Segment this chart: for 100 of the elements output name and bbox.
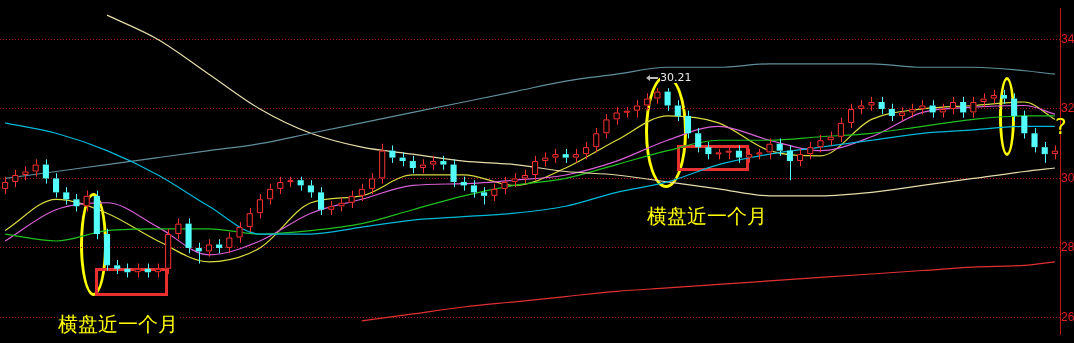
candlestick xyxy=(725,144,732,160)
candlestick xyxy=(1041,141,1048,164)
candlestick xyxy=(929,99,936,119)
candlestick xyxy=(256,193,263,219)
candlestick xyxy=(521,169,528,185)
candlestick xyxy=(674,99,681,122)
candlestick xyxy=(470,179,477,199)
annotation: 横盘近一个月 xyxy=(58,312,178,336)
candlestick xyxy=(960,96,967,119)
candlestick xyxy=(593,127,600,153)
candlestick xyxy=(848,103,855,129)
candlestick xyxy=(53,172,60,199)
candlestick xyxy=(868,96,875,112)
y-tick-label: 32 xyxy=(1061,101,1074,116)
candlestick xyxy=(348,190,355,209)
candlestick xyxy=(205,238,212,258)
candlestick xyxy=(542,151,549,167)
candlestick xyxy=(919,99,926,115)
candlestick xyxy=(776,137,783,157)
candlestick xyxy=(236,221,243,244)
y-tick-label: 26 xyxy=(1061,309,1074,324)
candlestick xyxy=(93,190,100,240)
candlestick xyxy=(817,134,824,153)
candlestick xyxy=(613,106,620,126)
annotation: 横盘近一个月 xyxy=(647,204,767,228)
candlestick xyxy=(114,259,121,275)
candlestick xyxy=(837,117,844,143)
candlestick xyxy=(32,158,39,178)
candlestick xyxy=(419,158,427,174)
candlestick xyxy=(552,148,559,164)
candlestick xyxy=(307,179,314,199)
candlestick xyxy=(797,148,804,167)
candlestick xyxy=(644,92,651,112)
candlestick xyxy=(12,169,19,188)
candlestick xyxy=(338,197,345,212)
candlestick xyxy=(226,231,233,254)
candlestick xyxy=(623,106,630,119)
candlestick xyxy=(858,99,865,115)
candlestick xyxy=(807,141,814,160)
candlestick xyxy=(389,144,396,164)
candlestick xyxy=(888,103,895,122)
candlestick xyxy=(491,183,498,202)
candlestick xyxy=(297,176,304,192)
candlestick xyxy=(501,176,508,195)
candlestick xyxy=(909,103,916,119)
candlestick xyxy=(175,217,182,240)
line-series xyxy=(106,14,1056,197)
candlestick xyxy=(216,238,223,254)
candlestick xyxy=(1051,144,1058,160)
candlestick xyxy=(735,144,742,164)
candlestick xyxy=(318,186,325,216)
candlestick xyxy=(63,186,70,206)
candlestick xyxy=(705,141,712,160)
candlestick xyxy=(664,87,671,112)
candlestick xyxy=(42,158,49,185)
candlestick xyxy=(746,148,753,164)
candlestick xyxy=(1031,127,1038,153)
candlestick xyxy=(246,207,253,233)
candlestick xyxy=(949,96,957,115)
candlestick xyxy=(450,158,457,188)
candlestick xyxy=(277,176,284,195)
annotation: 30.21 xyxy=(660,71,692,84)
line-series xyxy=(361,261,1056,322)
candlestick xyxy=(980,92,987,108)
candlestick xyxy=(83,190,90,212)
candlestick xyxy=(562,148,569,164)
candlestick xyxy=(368,172,376,195)
candlestick xyxy=(481,186,488,206)
line-series xyxy=(4,63,1056,180)
candlestick xyxy=(430,155,437,171)
candlestick xyxy=(898,106,906,122)
candlestick xyxy=(103,228,111,272)
candlestick xyxy=(990,89,997,105)
candlestick xyxy=(358,183,365,202)
candlestick xyxy=(511,172,518,188)
y-tick-label: 30 xyxy=(1061,170,1074,185)
candlestick xyxy=(878,96,885,115)
candlestick xyxy=(572,148,579,164)
candlestick xyxy=(970,96,977,119)
candlestick xyxy=(165,228,172,275)
candlestick xyxy=(583,141,590,160)
candlestick xyxy=(2,176,9,195)
candlestick xyxy=(532,155,539,181)
y-tick-label: 28 xyxy=(1061,240,1074,255)
candlestick xyxy=(185,217,192,254)
candlestick xyxy=(267,183,274,206)
candlestick xyxy=(633,99,641,119)
candlestick xyxy=(379,143,386,185)
candlestick xyxy=(603,113,610,139)
candlestick xyxy=(409,155,416,174)
candlestick xyxy=(328,200,335,216)
candlestick xyxy=(134,263,141,278)
candlestick xyxy=(154,263,162,278)
candlestick xyxy=(73,193,80,212)
candlestick xyxy=(827,131,834,146)
y-tick-label: 34 xyxy=(1061,31,1074,46)
candlestick xyxy=(1021,110,1028,139)
candlestick xyxy=(695,127,702,153)
candlestick xyxy=(1011,92,1018,122)
candlestick xyxy=(1000,89,1007,105)
